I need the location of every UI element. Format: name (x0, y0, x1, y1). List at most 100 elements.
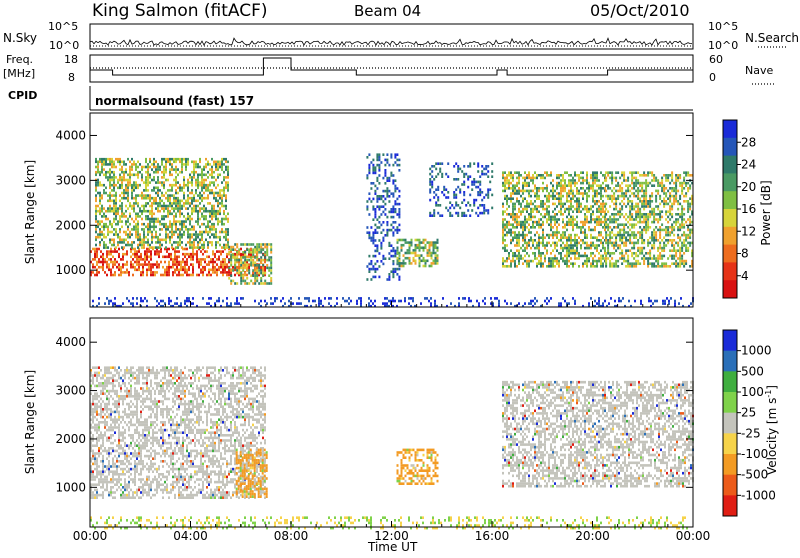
echo-cell (203, 197, 205, 200)
echo-cell (548, 210, 550, 213)
echo-cell (502, 236, 504, 239)
echo-cell (651, 210, 653, 213)
echo-cell (491, 207, 493, 210)
echo-cell (625, 252, 627, 255)
echo-cell (159, 205, 161, 208)
echo-cell (611, 242, 613, 245)
echo-cell (135, 163, 137, 166)
echo-cell (125, 205, 127, 208)
echo-cell (161, 215, 163, 218)
echo-cell (244, 254, 246, 257)
echo-cell (615, 221, 617, 224)
echo-cell (209, 192, 211, 195)
echo-cell (570, 192, 572, 195)
echo-cell (574, 223, 576, 226)
echo-cell (546, 302, 548, 305)
echo-cell (580, 229, 582, 232)
echo-cell (641, 242, 643, 245)
echo-cell (399, 252, 401, 255)
echo-cell (628, 300, 630, 303)
echo-cell (627, 203, 629, 206)
echo-cell (221, 194, 223, 197)
echo-cell (504, 195, 506, 198)
echo-cell (663, 255, 665, 258)
echo-cell (113, 239, 115, 242)
echo-cell (552, 265, 554, 268)
echo-cell (142, 274, 144, 277)
echo-cell (598, 184, 600, 187)
echo-cell (153, 161, 155, 164)
echo-cell (171, 163, 173, 166)
echo-cell (98, 302, 100, 305)
echo-cell (566, 257, 568, 260)
echo-cell (576, 242, 578, 245)
echo-cell (621, 257, 623, 260)
echo-cell (655, 205, 657, 208)
echo-cell (483, 168, 485, 171)
echo-cell (431, 183, 433, 186)
echo-cell (613, 252, 615, 255)
echo-cell (643, 174, 645, 177)
echo-cell (97, 223, 99, 226)
echo-cell (594, 179, 596, 182)
echo-cell (542, 200, 544, 203)
echo-cell (175, 192, 177, 195)
echo-cell (625, 218, 627, 221)
echo-cell (215, 215, 217, 218)
echo-cell (210, 274, 212, 277)
echo-cell (425, 244, 427, 247)
echo-cell (680, 297, 682, 300)
echo-cell (663, 236, 665, 239)
echo-cell (384, 182, 386, 185)
echo-cell (566, 249, 568, 252)
echo-cell (152, 274, 154, 277)
echo-cell (127, 184, 129, 187)
echo-cell (582, 223, 584, 226)
echo-cell (187, 179, 189, 182)
echo-cell (189, 202, 191, 205)
echo-cell (185, 163, 187, 166)
echo-cell (154, 271, 156, 274)
echo-cell (615, 179, 617, 182)
echo-cell (673, 262, 675, 265)
echo-cell (669, 200, 671, 203)
echo-cell (384, 257, 386, 260)
echo-cell (647, 174, 649, 177)
echo-cell (475, 212, 477, 215)
echo-cell (238, 302, 240, 305)
echo-cell (376, 198, 378, 201)
echo-cell (491, 194, 493, 197)
echo-cell (227, 187, 229, 190)
echo-cell (435, 262, 437, 265)
echo-cell (199, 207, 201, 210)
echo-cell (258, 272, 260, 275)
echo-cell (542, 216, 544, 219)
echo-cell (232, 269, 234, 272)
echo-cell (538, 242, 540, 245)
echo-cell (516, 171, 518, 174)
echo-cell (645, 221, 647, 224)
echo-cell (388, 164, 390, 167)
echo-cell (223, 223, 225, 226)
echo-cell (609, 234, 611, 237)
echo-cell (560, 210, 562, 213)
echo-cell (611, 221, 613, 224)
echo-cell (510, 216, 512, 219)
echo-cell (113, 241, 115, 244)
echo-cell (101, 166, 103, 169)
echo-cell (378, 239, 380, 242)
echo-cell (131, 205, 133, 208)
echo-cell (382, 153, 384, 156)
echo-cell (177, 220, 179, 223)
echo-cell (602, 174, 604, 177)
echo-cell (135, 215, 137, 218)
echo-cell (386, 187, 388, 190)
beam-title: Beam 04 (354, 2, 421, 20)
colorbar-segment (723, 280, 737, 298)
echo-cell (635, 242, 637, 245)
echo-cell (268, 282, 270, 285)
echo-cell (203, 205, 205, 208)
echo-cell (534, 221, 536, 224)
echo-cell (157, 207, 159, 210)
echo-cell (179, 228, 181, 231)
